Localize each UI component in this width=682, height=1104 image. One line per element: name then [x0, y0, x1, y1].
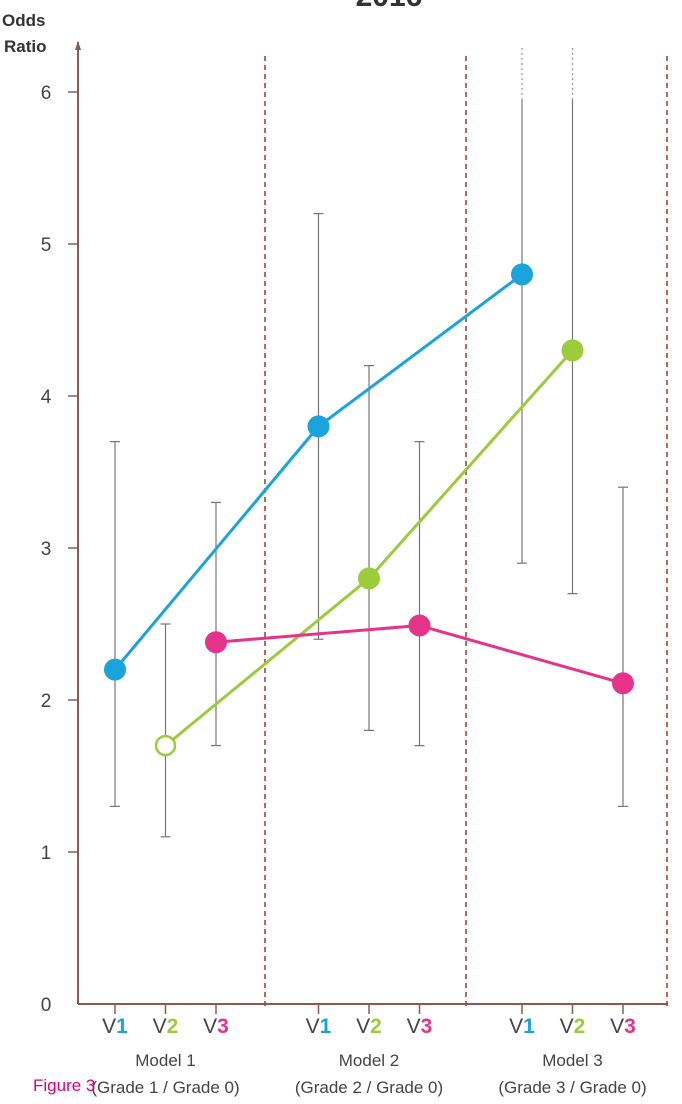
x-tick-label: V3	[203, 1015, 229, 1038]
data-point	[307, 415, 330, 438]
x-tick-label: V2	[153, 1015, 179, 1038]
y-tick-label: 6	[41, 83, 52, 104]
x-tick-letter: V	[560, 1015, 574, 1038]
y-axis-label: Odds Ratio	[2, 11, 47, 56]
y-axis-label-line: Odds	[2, 11, 45, 30]
y-axis-arrow	[75, 41, 81, 50]
x-tick-number: 3	[217, 1015, 229, 1038]
x-tick-number: 1	[320, 1015, 332, 1038]
x-tick-label: V2	[356, 1015, 382, 1038]
error-bars	[110, 48, 628, 838]
y-tick-label: 5	[41, 235, 52, 256]
x-tick-label: V3	[610, 1015, 636, 1038]
x-tick-number: 3	[421, 1015, 433, 1038]
x-tick-number: 2	[574, 1015, 586, 1038]
chart-title-group: 2016 Odds Ratio	[2, 0, 422, 56]
x-tick-label: V1	[306, 1015, 332, 1038]
axes: 0 1 2 3 4 5 6	[41, 41, 668, 1016]
data-point	[408, 614, 431, 637]
x-tick-letter: V	[407, 1015, 421, 1038]
data-point	[104, 658, 126, 681]
data-points	[104, 263, 634, 757]
model-separators	[264, 56, 668, 1010]
data-point	[511, 263, 533, 286]
x-tick-number: 3	[624, 1015, 636, 1038]
x-tick-label: V2	[560, 1015, 586, 1038]
x-tick-label: V1	[509, 1015, 535, 1038]
x-tick-letter: V	[356, 1015, 370, 1038]
y-tick-label: 0	[41, 995, 52, 1016]
x-tick-letter: V	[509, 1015, 523, 1038]
model-sublabel: (Grade 3 / Grade 0)	[498, 1078, 646, 1097]
y-tick-label: 3	[41, 539, 52, 560]
x-tick-letter: V	[610, 1015, 624, 1038]
data-point	[612, 672, 634, 695]
x-tick-letter: V	[153, 1015, 167, 1038]
x-tick-letter: V	[102, 1015, 116, 1038]
y-tick-label: 4	[41, 387, 52, 408]
y-tick-label: 2	[41, 691, 52, 712]
x-tick-number: 2	[167, 1015, 179, 1038]
data-point	[561, 339, 584, 362]
data-point-hollow	[154, 734, 177, 757]
x-tick-letter: V	[203, 1015, 217, 1038]
model-sublabel: (Grade 2 / Grade 0)	[295, 1078, 443, 1097]
y-axis-label-line: Ratio	[4, 37, 47, 56]
x-tick-letter: V	[306, 1015, 320, 1038]
x-tick-number: 1	[523, 1015, 535, 1038]
x-tick-number: 1	[116, 1015, 128, 1038]
model-label: Model 3	[542, 1051, 602, 1070]
data-point	[358, 567, 380, 590]
model-label: Model 2	[339, 1051, 399, 1070]
chart-title: 2016	[356, 0, 423, 13]
figure-caption: Figure 3	[33, 1076, 96, 1095]
model-label: Model 1	[135, 1051, 195, 1070]
data-point	[205, 631, 227, 654]
x-tick-label: V3	[407, 1015, 433, 1038]
model-sublabel: (Grade 1 / Grade 0)	[91, 1078, 239, 1097]
y-tick-label: 1	[41, 843, 52, 864]
x-tick-number: 2	[370, 1015, 382, 1038]
x-tick-label: V1	[102, 1015, 128, 1038]
